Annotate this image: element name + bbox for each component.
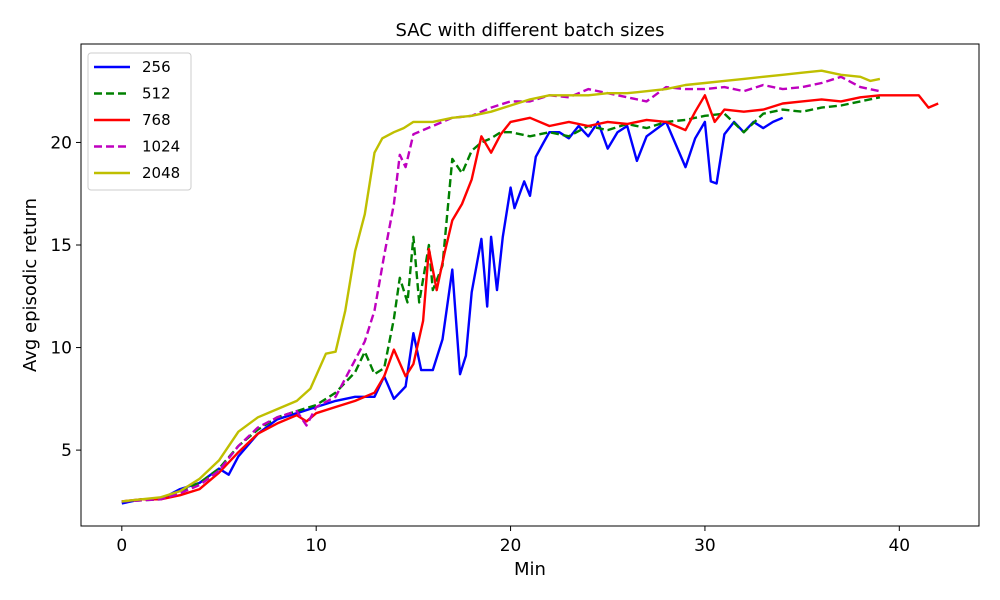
y-axis-label: Avg episodic return <box>20 198 41 372</box>
x-axis-label: Min <box>514 559 546 580</box>
axis-ticks: 0 10 20 30 40 5 10 15 20 <box>50 133 910 556</box>
chart-title: SAC with different batch sizes <box>396 20 665 41</box>
y-tick-label: 20 <box>50 133 72 153</box>
plot-area <box>121 69 939 505</box>
series-line-2048 <box>121 69 881 503</box>
y-tick-label: 15 <box>50 236 72 256</box>
x-tick-label: 30 <box>694 536 716 556</box>
x-tick-label: 20 <box>500 536 522 556</box>
legend-label-256: 256 <box>142 58 171 76</box>
series-line-768 <box>121 94 939 503</box>
legend-label-768: 768 <box>142 111 171 129</box>
legend-label-512: 512 <box>142 85 171 103</box>
legend: 256 512 768 1024 2048 <box>87 52 192 191</box>
series-line-256 <box>121 116 784 505</box>
series-line-512 <box>121 96 881 503</box>
x-tick-label: 40 <box>888 536 910 556</box>
legend-box <box>87 52 192 191</box>
legend-label-1024: 1024 <box>142 138 180 156</box>
y-tick-label: 5 <box>61 441 72 461</box>
y-tick-label: 10 <box>50 339 72 359</box>
x-tick-label: 0 <box>116 536 127 556</box>
legend-label-2048: 2048 <box>142 164 180 182</box>
axes-frame <box>80 43 980 527</box>
x-tick-label: 10 <box>305 536 327 556</box>
